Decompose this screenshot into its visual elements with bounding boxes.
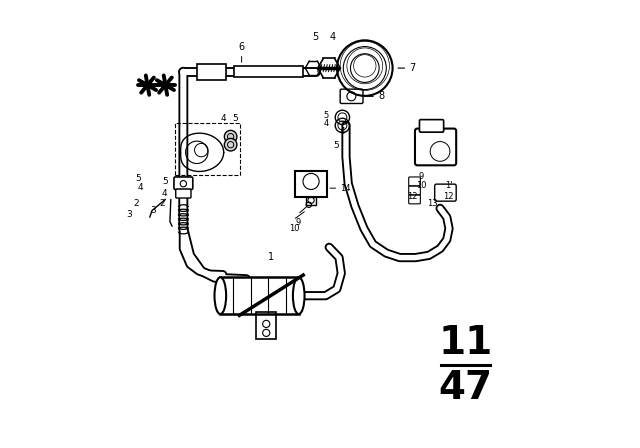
- Bar: [306, 197, 316, 205]
- Bar: [234, 66, 303, 77]
- Text: 6: 6: [239, 42, 244, 52]
- Text: 5: 5: [135, 174, 141, 183]
- Text: 10: 10: [417, 181, 427, 190]
- Bar: [220, 277, 299, 314]
- Text: 2: 2: [133, 199, 139, 208]
- Ellipse shape: [214, 277, 226, 314]
- Text: 47: 47: [438, 369, 493, 406]
- Text: 5: 5: [324, 111, 329, 120]
- Text: 5: 5: [232, 114, 237, 123]
- Text: 4: 4: [162, 189, 168, 198]
- Text: 7: 7: [410, 63, 416, 73]
- Ellipse shape: [293, 277, 305, 314]
- Bar: [175, 123, 239, 175]
- Text: 11: 11: [438, 324, 493, 362]
- Text: 1': 1': [445, 181, 453, 190]
- Text: 4: 4: [340, 127, 345, 136]
- FancyBboxPatch shape: [174, 177, 193, 190]
- Text: 3: 3: [151, 206, 157, 215]
- Text: 8: 8: [378, 91, 385, 101]
- FancyBboxPatch shape: [415, 129, 456, 165]
- Text: 3: 3: [126, 210, 132, 219]
- Circle shape: [225, 138, 237, 151]
- Text: 13: 13: [428, 199, 438, 208]
- Text: 4: 4: [324, 119, 329, 128]
- Text: 12: 12: [407, 192, 418, 201]
- Text: 9: 9: [296, 218, 301, 227]
- Text: 5: 5: [312, 32, 319, 42]
- Text: 12: 12: [443, 192, 454, 201]
- Text: 5: 5: [162, 177, 168, 186]
- FancyBboxPatch shape: [295, 171, 327, 197]
- Text: 4: 4: [221, 114, 227, 123]
- Text: 4: 4: [138, 183, 143, 192]
- Text: 14: 14: [340, 184, 350, 193]
- Text: 10: 10: [289, 224, 300, 233]
- Bar: [197, 64, 226, 80]
- Text: 9: 9: [419, 172, 424, 181]
- Bar: [257, 312, 276, 339]
- FancyBboxPatch shape: [176, 189, 191, 198]
- FancyBboxPatch shape: [419, 120, 444, 132]
- Text: 4: 4: [330, 32, 335, 42]
- Text: 5: 5: [333, 141, 339, 150]
- Text: 1: 1: [268, 252, 274, 262]
- Text: 2: 2: [160, 199, 165, 208]
- Circle shape: [225, 130, 237, 143]
